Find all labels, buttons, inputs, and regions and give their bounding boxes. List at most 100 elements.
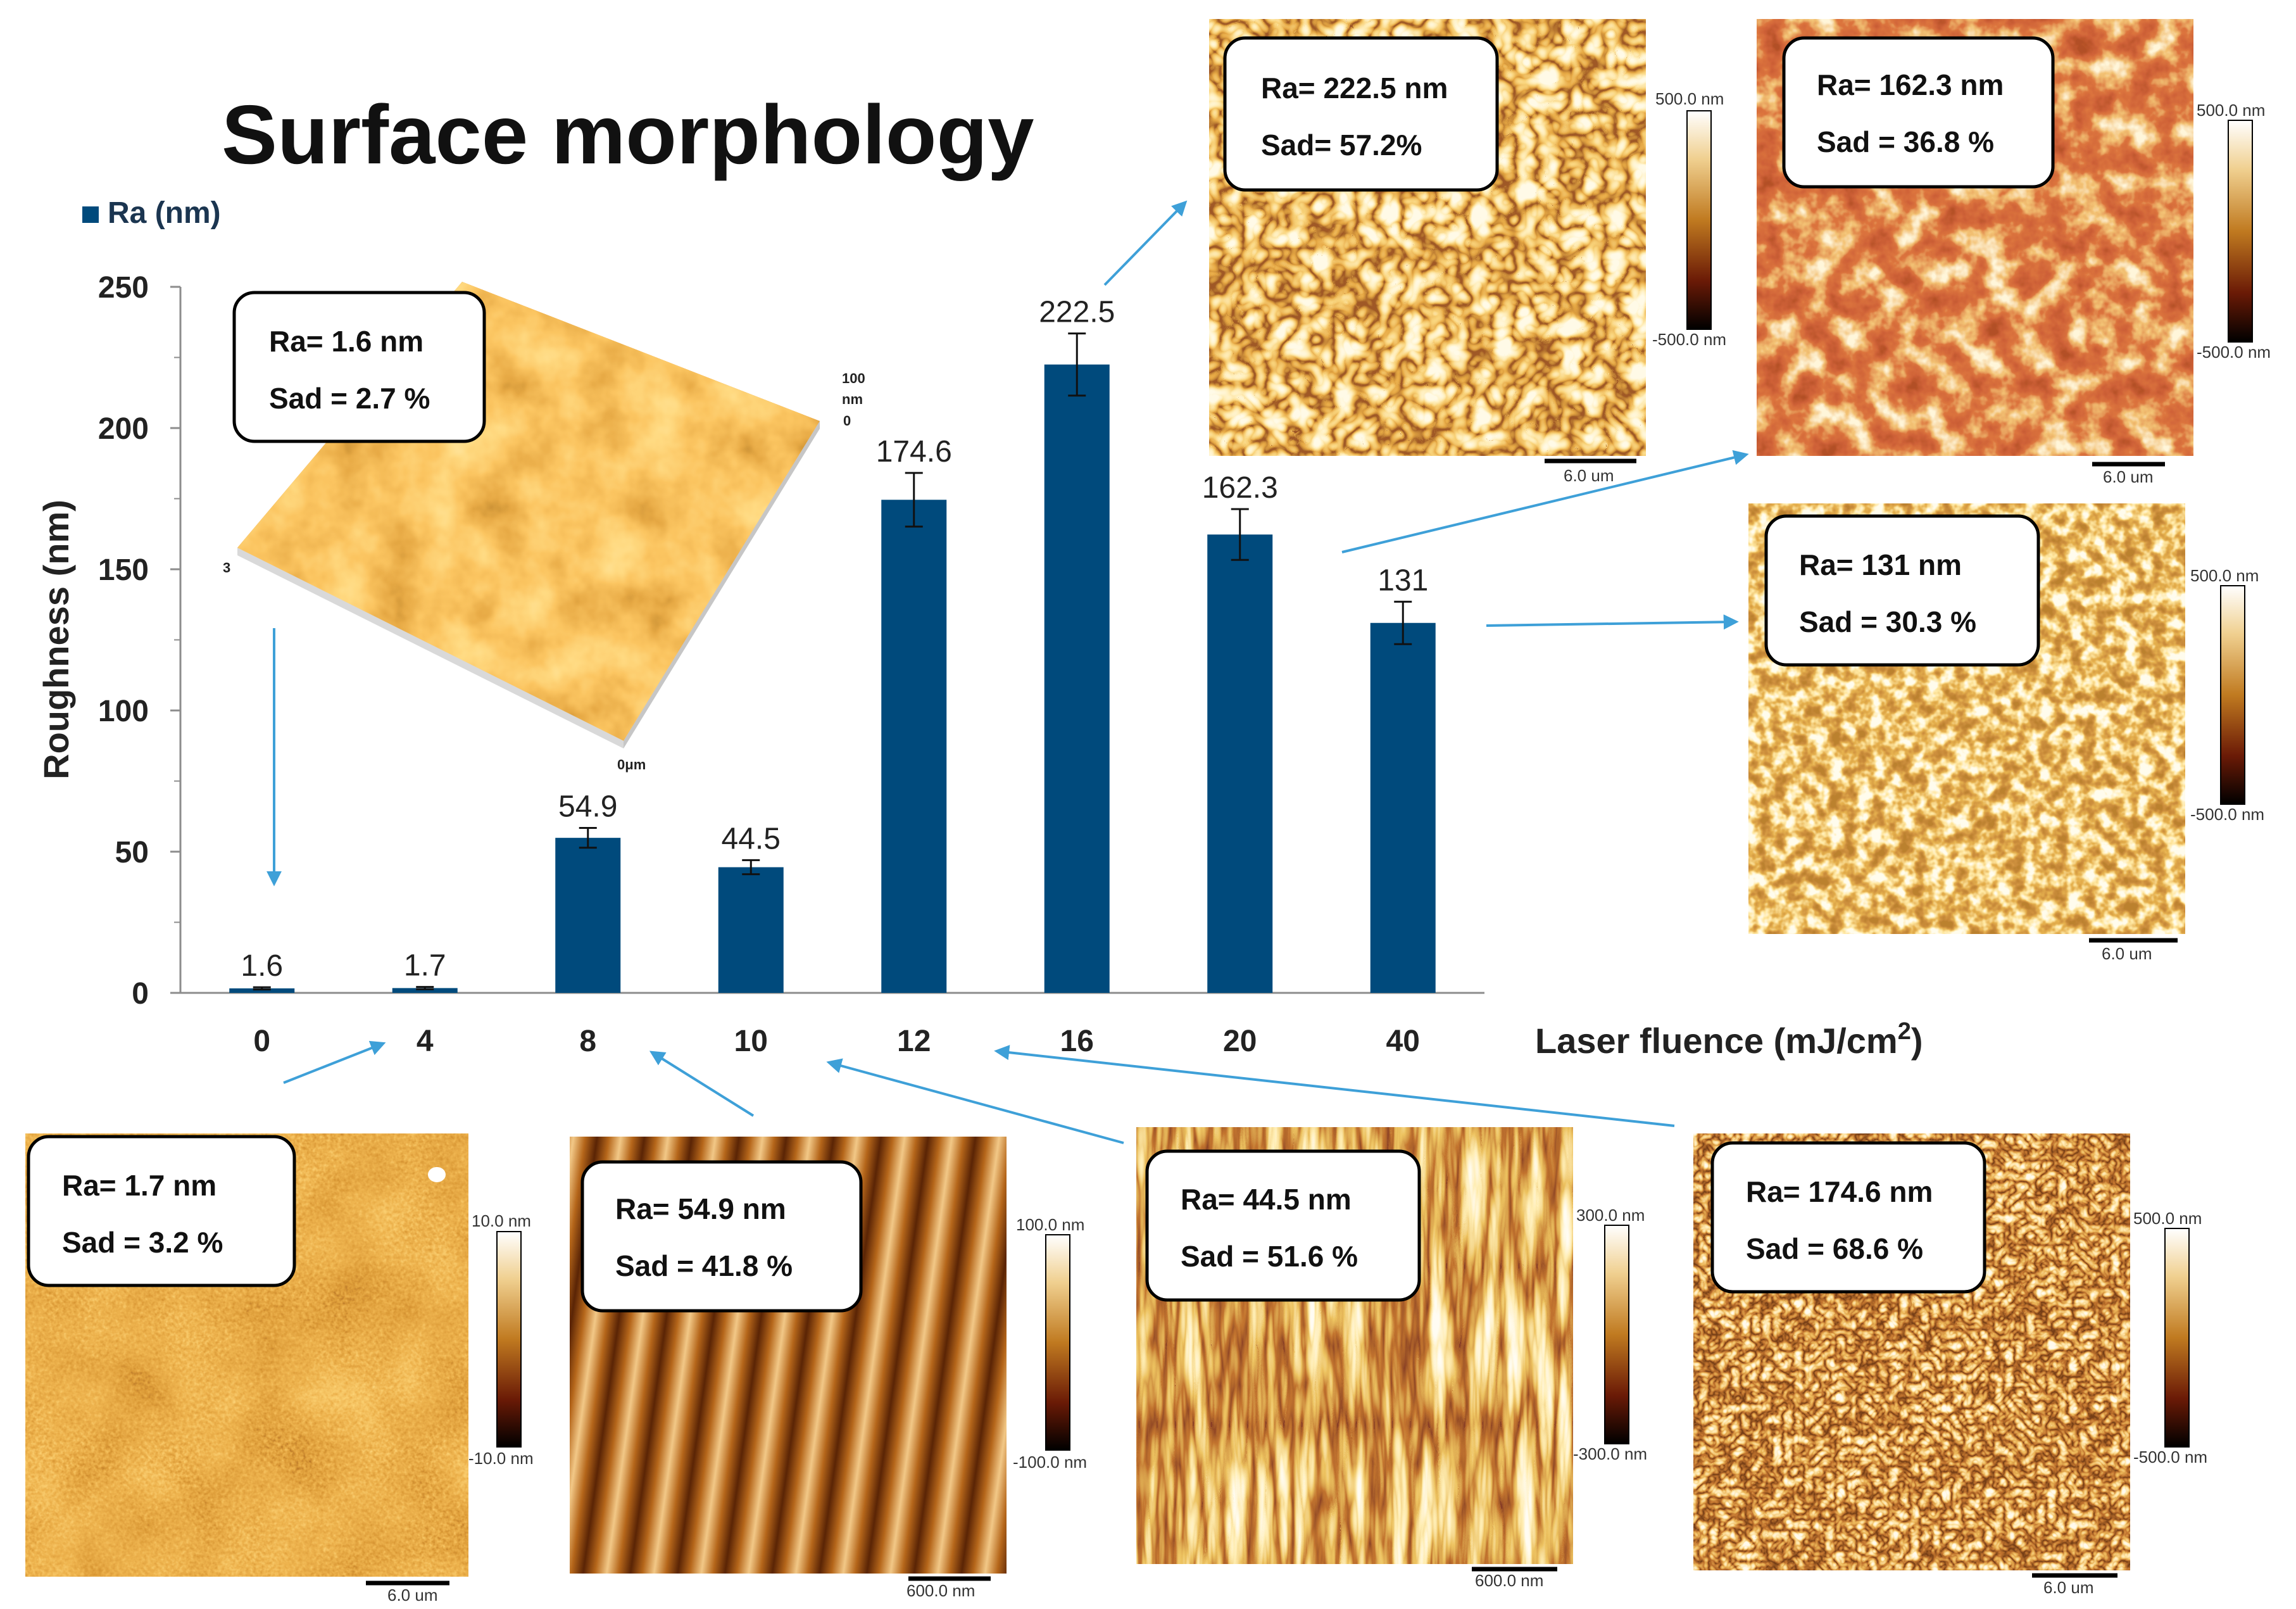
connector-arrows (267, 200, 1749, 1144)
bar-12 (881, 500, 947, 993)
afm-ra-label: Ra= 54.9 nm (615, 1192, 786, 1225)
bar-16 (1044, 364, 1110, 993)
afm-ra-label: Ra= 222.5 nm (1261, 72, 1448, 104)
afm-callout-box (1764, 514, 2040, 667)
x-tick-label: 8 (579, 1025, 596, 1058)
afm-surface-base (237, 548, 624, 748)
bar-0 (229, 988, 295, 993)
x-tick-label: 4 (417, 1025, 434, 1058)
legend-swatch (82, 206, 99, 223)
afm-scale-max: 300.0 nm (1576, 1206, 1645, 1225)
error-bars (253, 332, 1412, 991)
bar-4 (392, 988, 458, 993)
afm-scalebar-label: 6.0 um (2102, 944, 2152, 963)
afm-callout-box (232, 291, 486, 443)
afm-scale-max: 100.0 nm (1016, 1215, 1084, 1234)
y-tick-label: 250 (98, 271, 149, 305)
afm-sad-label: Sad = 68.6 % (1746, 1232, 1923, 1265)
afm-panel-fluence-8: 100.0 nm -100.0 nm 600.0 nm Ra= 54.9 nm … (570, 1137, 1087, 1600)
afm-scale-max: 500.0 nm (1655, 89, 1724, 108)
afm-panel-fluence-20: 500.0 nm -500.0 nm 6.0 um Ra= 162.3 nm S… (1757, 19, 2271, 486)
y-tick-labels: 0 50 100 150 200 250 (98, 271, 149, 1011)
afm-3d-z-unit: nm (842, 391, 863, 407)
afm-callout-box (1223, 36, 1499, 192)
y-axis-label: Roughness (nm) (36, 500, 76, 779)
afm-ra-label: Ra= 44.5 nm (1181, 1183, 1352, 1216)
y-tick-label: 50 (115, 836, 149, 869)
afm-sad-label: Sad = 3.2 % (62, 1226, 223, 1259)
arrow-fluence-40 (1486, 614, 1739, 630)
afm-ra-label: Ra= 131 nm (1799, 548, 1962, 581)
afm-sad-label: Sad = 51.6 % (1181, 1240, 1358, 1273)
value-labels: 1.6 1.7 54.9 44.5 174.6 222.5 162.3 131 (241, 296, 1428, 983)
y-ticks (170, 286, 180, 994)
bars (229, 364, 1436, 993)
bar-20 (1207, 534, 1273, 993)
x-tick-label: 40 (1386, 1025, 1420, 1058)
afm-callout-box (580, 1160, 863, 1313)
afm-sad-label: Sad = 36.8 % (1817, 125, 1994, 158)
afm-ra-label: Ra= 162.3 nm (1817, 68, 2004, 101)
afm-color-bar (1604, 1225, 1629, 1444)
value-label-8: 54.9 (558, 790, 617, 824)
value-label-16: 222.5 (1039, 296, 1115, 329)
afm-scale-min: -300.0 nm (1573, 1444, 1647, 1463)
x-tick-label: 20 (1223, 1025, 1257, 1058)
afm-scale-max: 500.0 nm (2190, 566, 2259, 585)
afm-scale-min: -500.0 nm (2133, 1448, 2207, 1467)
afm-ra-label: Ra= 1.6 nm (269, 325, 423, 358)
bar-10 (718, 867, 784, 993)
legend: Ra (nm) (82, 196, 221, 230)
bar-8 (555, 838, 621, 993)
x-tick-label: 0 (253, 1025, 270, 1058)
y-tick-label: 150 (98, 553, 149, 587)
afm-color-bar (2228, 120, 2253, 343)
afm-color-bar (1045, 1234, 1070, 1451)
x-tick-labels: 0 4 8 10 12 16 20 40 (253, 1025, 1420, 1058)
afm-color-bar (2220, 585, 2245, 805)
afm-scale-max: 500.0 nm (2197, 101, 2265, 120)
afm-ra-label: Ra= 1.7 nm (62, 1169, 216, 1202)
y-tick-label: 200 (98, 412, 149, 446)
afm-color-bar (1686, 110, 1712, 330)
afm-callout-box (1782, 36, 2055, 189)
x-tick-label: 12 (897, 1025, 931, 1058)
value-label-20: 162.3 (1202, 471, 1278, 505)
x-axis-label-close: ) (1911, 1021, 1923, 1061)
y-tick-label: 100 (98, 695, 149, 728)
afm-scale-max: 10.0 nm (472, 1211, 531, 1230)
arrow-fluence-20 (1341, 450, 1749, 553)
afm-3d-corner: 3 (223, 560, 230, 576)
afm-panel-fluence-12: 500.0 nm -500.0 nm 6.0 um Ra= 174.6 nm S… (1693, 1133, 2207, 1597)
afm-color-bar (2164, 1228, 2190, 1448)
y-tick-label: 0 (132, 977, 149, 1011)
x-tick-label: 16 (1060, 1025, 1094, 1058)
afm-particle (428, 1167, 446, 1182)
afm-sad-label: Sad = 41.8 % (615, 1249, 793, 1282)
page-title: Surface morphology (222, 88, 1034, 181)
x-tick-label: 10 (734, 1025, 768, 1058)
x-axis-label: Laser fluence (mJ/cm2) (1535, 1018, 1923, 1061)
arrow-fluence-10 (826, 1058, 1124, 1144)
x-axis-label-sup: 2 (1898, 1018, 1911, 1045)
afm-sad-label: Sad= 57.2% (1261, 129, 1422, 161)
afm-ra-label: Ra= 174.6 nm (1746, 1175, 1933, 1208)
afm-scalebar-label: 600.0 nm (1475, 1571, 1543, 1590)
afm-scale-min: -100.0 nm (1013, 1453, 1087, 1472)
afm-callout-box (1145, 1149, 1421, 1302)
value-label-12: 174.6 (876, 435, 952, 469)
value-label-10: 44.5 (722, 822, 781, 855)
afm-scalebar-label: 600.0 nm (906, 1581, 975, 1600)
afm-scale-max: 500.0 nm (2133, 1209, 2202, 1228)
afm-surface-side (624, 421, 820, 748)
afm-scalebar-label: 6.0 um (2103, 467, 2154, 486)
arrow-fluence-12 (994, 1045, 1675, 1127)
afm-panel-fluence-16: 500.0 nm -500.0 nm 6.0 um Ra= 222.5 nm S… (1209, 19, 1726, 485)
afm-sad-label: Sad = 2.7 % (269, 382, 430, 415)
afm-scale-min: -500.0 nm (1652, 330, 1726, 349)
afm-3d-z-bottom: 0 (843, 413, 851, 429)
afm-panel-fluence-40: 500.0 nm -500.0 nm 6.0 um Ra= 131 nm Sad… (1748, 503, 2264, 963)
afm-sad-label: Sad = 30.3 % (1799, 605, 1976, 638)
afm-panel-fluence-10: 300.0 nm -300.0 nm 600.0 nm Ra= 44.5 nm … (1136, 1127, 1647, 1590)
